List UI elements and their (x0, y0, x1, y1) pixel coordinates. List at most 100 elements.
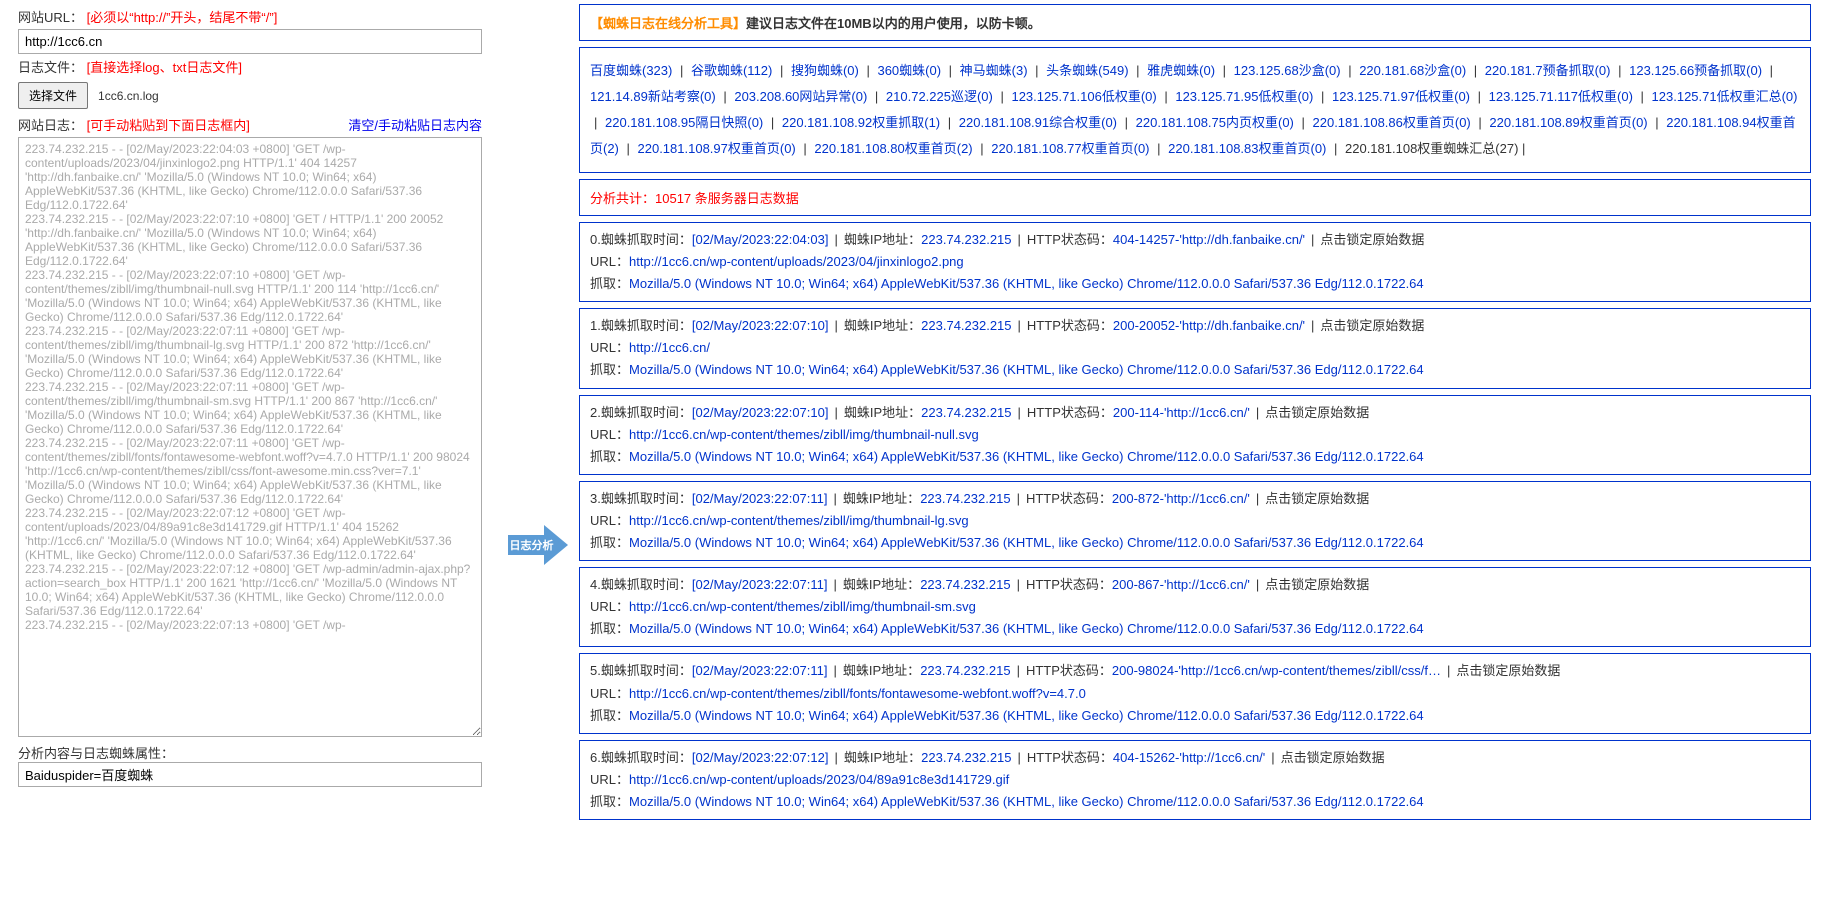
spider-stat-link[interactable]: 百度蜘蛛(323) (590, 63, 672, 78)
entry-code: 200-20052-'http://dh.fanbaike.cn/' (1113, 318, 1305, 333)
entry-fetch-label: 抓取： (590, 794, 629, 809)
attr-label: 分析内容与日志蜘蛛属性： (18, 743, 482, 762)
entry-ua: Mozilla/5.0 (Windows NT 10.0; Win64; x64… (629, 449, 1424, 464)
entry-code-label: HTTP状态码： (1027, 750, 1113, 765)
entry-ua: Mozilla/5.0 (Windows NT 10.0; Win64; x64… (629, 794, 1424, 809)
entry-url-label: URL： (590, 599, 629, 614)
spider-stat-link[interactable]: 220.181.108.97权重首页(0) (638, 141, 796, 156)
logtext-hint: [可手动粘贴到下面日志框内] (87, 118, 250, 133)
file-selector: 选择文件 1cc6.cn.log (18, 82, 482, 109)
entry-ip: 223.74.232.215 (921, 232, 1011, 247)
spider-stat-link[interactable]: 123.125.71.95低权重(0) (1175, 89, 1313, 104)
spider-stat-link[interactable]: 123.125.66预备抓取(0) (1629, 63, 1762, 78)
entry-code-label: HTTP状态码： (1026, 663, 1112, 678)
spider-stat-link[interactable]: 210.72.225巡逻(0) (886, 89, 993, 104)
url-input[interactable] (18, 29, 482, 54)
spider-stat-link[interactable]: 123.125.71.97低权重(0) (1332, 89, 1470, 104)
entry-url[interactable]: http://1cc6.cn/wp-content/themes/zibll/i… (629, 513, 969, 528)
entry-ip: 223.74.232.215 (920, 577, 1010, 592)
lock-raw-data-link[interactable]: 点击锁定原始数据 (1320, 232, 1424, 247)
entry-ip: 223.74.232.215 (921, 750, 1011, 765)
spider-stat-link[interactable]: 神马蜘蛛(3) (960, 63, 1028, 78)
entry-url[interactable]: http://1cc6.cn/wp-content/themes/zibll/i… (629, 599, 976, 614)
entry-ip-label: 蜘蛛IP地址： (844, 232, 921, 247)
spider-stat-link[interactable]: 220.181.108.92权重抓取(1) (782, 115, 940, 130)
spider-stat-link[interactable]: 头条蜘蛛(549) (1046, 63, 1128, 78)
entry-code: 200-98024-'http://1cc6.cn/wp-content/the… (1112, 663, 1441, 678)
lock-raw-data-link[interactable]: 点击锁定原始数据 (1320, 318, 1424, 333)
entry-ip: 223.74.232.215 (920, 491, 1010, 506)
entry-ip: 223.74.232.215 (921, 405, 1011, 420)
left-input-panel: 网站URL： [必须以“http://”开头，结尾不带“/”] 日志文件： [直… (0, 0, 500, 830)
spider-stat-link[interactable]: 220.181.108.80权重首页(2) (814, 141, 972, 156)
entry-code-label: HTTP状态码： (1027, 232, 1113, 247)
spider-stat-link[interactable]: 360蜘蛛(0) (877, 63, 941, 78)
entry-time: [02/May/2023:22:04:03] (692, 232, 829, 247)
file-hint: [直接选择log、txt日志文件] (87, 60, 242, 75)
url-hint: [必须以“http://”开头，结尾不带“/”] (87, 10, 278, 25)
entry-url[interactable]: http://1cc6.cn/wp-content/themes/zibll/f… (629, 686, 1086, 701)
spider-stat-link[interactable]: 220.181.108.77权重首页(0) (991, 141, 1149, 156)
entry-url-label: URL： (590, 772, 629, 787)
spider-stat-link[interactable]: 220.181.7预备抓取(0) (1485, 63, 1611, 78)
entry-ip: 223.74.232.215 (921, 318, 1011, 333)
spider-stat-link[interactable]: 220.181.108.83权重首页(0) (1168, 141, 1326, 156)
spider-stat-link[interactable]: 121.14.89新站考察(0) (590, 89, 716, 104)
spider-attr-input[interactable] (18, 762, 482, 787)
entry-ua: Mozilla/5.0 (Windows NT 10.0; Win64; x64… (629, 535, 1424, 550)
entry-ip-label: 蜘蛛IP地址： (844, 318, 921, 333)
spider-stat-link[interactable]: 123.125.71.117低权重(0) (1489, 89, 1633, 104)
spider-stat-link[interactable]: 谷歌蜘蛛(112) (691, 63, 772, 78)
lock-raw-data-link[interactable]: 点击锁定原始数据 (1456, 663, 1560, 678)
spider-stat-link[interactable]: 123.125.68沙盒(0) (1234, 63, 1341, 78)
entry-url[interactable]: http://1cc6.cn/wp-content/uploads/2023/0… (629, 254, 964, 269)
spider-stats-box: 百度蜘蛛(323) | 谷歌蜘蛛(112) | 搜狗蜘蛛(0) | 360蜘蛛(… (579, 47, 1811, 173)
entry-url[interactable]: http://1cc6.cn/wp-content/themes/zibll/i… (629, 427, 979, 442)
lock-raw-data-link[interactable]: 点击锁定原始数据 (1265, 405, 1369, 420)
spider-stat-link[interactable]: 220.181.68沙盒(0) (1359, 63, 1466, 78)
spider-stat-link[interactable]: 雅虎蜘蛛(0) (1147, 63, 1215, 78)
entry-fetch-label: 抓取： (590, 276, 629, 291)
spider-stat-link[interactable]: 搜狗蜘蛛(0) (791, 63, 859, 78)
choose-file-button[interactable]: 选择文件 (18, 82, 88, 109)
spider-stat-link[interactable]: 123.125.71.106低权重(0) (1011, 89, 1156, 104)
entry-time-label: .蜘蛛抓取时间： (597, 750, 692, 765)
lock-raw-data-link[interactable]: 点击锁定原始数据 (1281, 750, 1385, 765)
entry-code: 404-14257-'http://dh.fanbaike.cn/' (1113, 232, 1305, 247)
log-entry: 4.蜘蛛抓取时间：[02/May/2023:22:07:11]|蜘蛛IP地址：2… (579, 567, 1811, 647)
spider-stat-link[interactable]: 220.181.108.89权重首页(0) (1489, 115, 1647, 130)
spider-stat-link[interactable]: 123.125.71低权重汇总(0) (1652, 89, 1798, 104)
entry-url[interactable]: http://1cc6.cn/wp-content/uploads/2023/0… (629, 772, 1009, 787)
arrow-label: 日志分析 (510, 537, 554, 553)
entry-time: [02/May/2023:22:07:11] (692, 577, 828, 592)
spider-stat-link[interactable]: 220.181.108.75内页权重(0) (1136, 115, 1294, 130)
lock-raw-data-link[interactable]: 点击锁定原始数据 (1265, 491, 1369, 506)
spider-stat-link[interactable]: 220.181.108.91综合权重(0) (959, 115, 1117, 130)
notice-tag: 【蜘蛛日志在线分析工具】 (590, 16, 746, 31)
notice-bar: 【蜘蛛日志在线分析工具】建议日志文件在10MB以内的用户使用，以防卡顿。 (579, 4, 1811, 41)
entry-code: 200-867-'http://1cc6.cn/' (1112, 577, 1250, 592)
entry-fetch-label: 抓取： (590, 621, 629, 636)
entry-ua: Mozilla/5.0 (Windows NT 10.0; Win64; x64… (629, 276, 1424, 291)
entry-time-label: .蜘蛛抓取时间： (597, 491, 692, 506)
entry-fetch-label: 抓取： (590, 362, 629, 377)
url-label: 网站URL： (18, 10, 83, 25)
entry-time-label: .蜘蛛抓取时间： (597, 232, 692, 247)
entry-code: 200-872-'http://1cc6.cn/' (1112, 491, 1250, 506)
spider-stat-link[interactable]: 203.208.60网站异常(0) (734, 89, 867, 104)
entry-url-label: URL： (590, 513, 629, 528)
log-textarea[interactable] (18, 137, 482, 737)
spider-stat-total: 220.181.108权重蜘蛛汇总(27) | (1345, 141, 1525, 156)
clear-log-link[interactable]: 清空/手动粘贴日志内容 (348, 115, 482, 134)
entry-url[interactable]: http://1cc6.cn/ (629, 340, 710, 355)
analyze-arrow[interactable]: 日志分析 (500, 0, 575, 830)
entry-url-label: URL： (590, 427, 629, 442)
spider-stat-link[interactable]: 220.181.108.95隔日快照(0) (605, 115, 763, 130)
lock-raw-data-link[interactable]: 点击锁定原始数据 (1265, 577, 1369, 592)
entry-ua: Mozilla/5.0 (Windows NT 10.0; Win64; x64… (629, 621, 1424, 636)
log-entry: 1.蜘蛛抓取时间：[02/May/2023:22:07:10]|蜘蛛IP地址：2… (579, 308, 1811, 388)
entry-ip-label: 蜘蛛IP地址： (843, 577, 920, 592)
spider-stat-link[interactable]: 220.181.108.86权重首页(0) (1313, 115, 1471, 130)
entry-time: [02/May/2023:22:07:10] (692, 318, 829, 333)
entry-ip-label: 蜘蛛IP地址： (844, 750, 921, 765)
